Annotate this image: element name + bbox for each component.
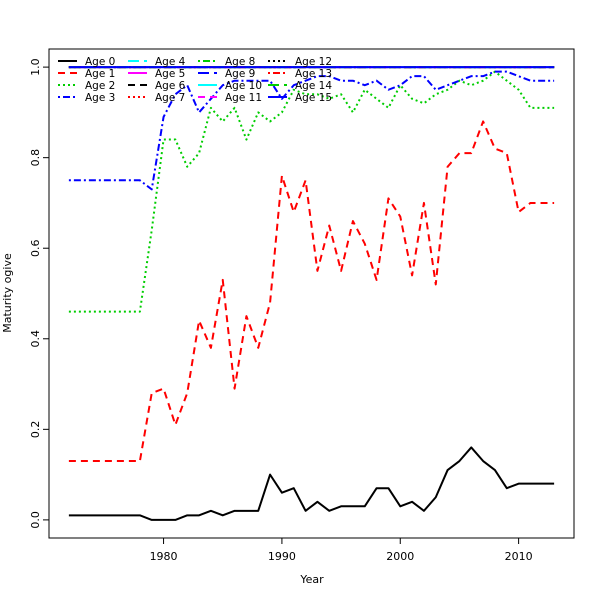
series-line-age-2 xyxy=(68,70,555,313)
x-tick-label: 1990 xyxy=(268,550,296,563)
legend-label: Age 6 xyxy=(155,80,186,92)
legend-label: Age 4 xyxy=(155,56,186,68)
legend-label: Age 3 xyxy=(85,92,115,104)
legend-label: Age 8 xyxy=(225,56,255,68)
series-line-age-0 xyxy=(68,446,555,521)
y-axis-label: Maturity ogive xyxy=(1,253,14,333)
legend-label: Age 11 xyxy=(225,92,262,104)
y-tick-label: 0.2 xyxy=(29,421,42,439)
y-tick-label: 1.0 xyxy=(29,58,42,76)
legend-label: Age 12 xyxy=(295,56,332,68)
legend-label: Age 5 xyxy=(155,68,185,80)
y-tick-label: 0.6 xyxy=(29,239,42,257)
legend-label: Age 15 xyxy=(295,92,332,104)
x-axis-label: Year xyxy=(299,573,324,586)
legend-label: Age 10 xyxy=(225,80,262,92)
legend-label: Age 0 xyxy=(85,56,115,68)
legend-label: Age 9 xyxy=(225,68,255,80)
series-layer xyxy=(68,66,555,521)
x-tick-label: 1980 xyxy=(150,550,178,563)
legend-label: Age 1 xyxy=(85,68,115,80)
x-tick-label: 2000 xyxy=(386,550,414,563)
y-tick-label: 0.8 xyxy=(29,149,42,167)
legend-label: Age 7 xyxy=(155,92,185,104)
axes-layer: 1980 1990 2000 2010 0.0 0.2 0.4 0.6 0.8 1.0 xyxy=(29,58,533,563)
series-line-age-3 xyxy=(68,70,555,191)
y-tick-label: 0.4 xyxy=(29,330,42,348)
series-line-age-1 xyxy=(68,120,555,463)
legend-label: Age 13 xyxy=(295,68,332,80)
legend-label: Age 2 xyxy=(85,80,115,92)
y-tick-label: 0.0 xyxy=(29,511,42,529)
legend-label: Age 14 xyxy=(295,80,332,92)
x-tick-label: 2010 xyxy=(505,550,533,563)
